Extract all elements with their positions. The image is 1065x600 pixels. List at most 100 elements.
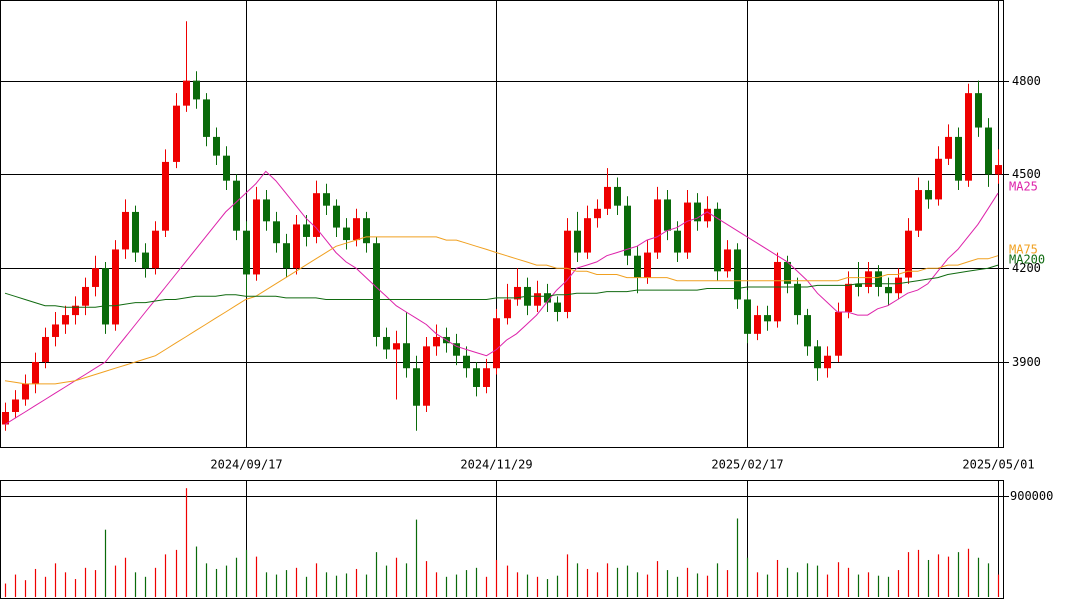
candle-body [965,93,972,181]
candle-body [824,355,831,369]
price-frame [0,0,1004,448]
y-tick-label: 4500 [1012,167,1041,181]
candle-body [363,218,370,244]
candle-body [52,324,59,337]
candle-body [62,315,69,325]
candle-body [704,208,711,222]
candle-body [985,127,992,175]
candle-body [875,271,882,287]
candle-body [253,199,260,275]
candle-body [624,205,631,256]
legend-label: MA200 [1009,253,1045,267]
y-tick-label: 4200 [1012,261,1041,275]
candle-body [574,230,581,253]
candle-body [684,202,691,253]
candle-body [72,305,79,316]
candle-body [594,208,601,219]
candle-body [12,399,19,412]
candle-body [423,346,430,406]
candle-body [865,271,872,287]
candle-body [203,99,210,137]
candle-body [313,193,320,237]
candle-body [42,336,49,362]
candle-body [102,268,109,325]
candle-body [915,190,922,231]
candle-body [835,311,842,356]
candle-body [895,277,902,294]
candle-body [694,202,701,222]
candle-body [303,224,310,237]
legend-label: MA75 [1009,243,1038,257]
candle-body [393,343,400,350]
candle-body [2,411,9,425]
candle-body [233,180,240,231]
candle-body [784,261,791,284]
x-tick-label: 2025/05/01 [962,458,1034,472]
candle-body [554,302,561,312]
candle-body [493,318,500,369]
candle-body [544,293,551,303]
y-tick-label: 3900 [1012,355,1041,369]
candle-body [112,249,119,325]
candle-body [193,80,200,100]
candle-body [283,243,290,269]
candle-body [223,155,230,181]
candle-body [604,186,611,209]
candle-body [333,205,340,228]
candle-body [162,161,169,231]
candle-body [955,136,962,181]
candle-body [152,230,159,269]
candle-body [654,199,661,253]
candle-body [82,286,89,306]
candle-body [975,93,982,128]
candle-body [995,165,1002,175]
candle-body [845,283,852,312]
candle-body [534,293,541,306]
candle-body [293,224,300,269]
candle-body [614,186,621,206]
candle-body [774,261,781,322]
candle-body [243,230,250,275]
candle-body [814,346,821,369]
candle-body [504,299,511,319]
legend-label: MA25 [1009,180,1038,194]
candle-body [32,361,39,384]
candle-body [674,230,681,253]
candle-body [413,368,420,406]
candle-body [855,283,862,287]
candle-body [905,230,912,278]
candle-body [734,249,741,300]
y-tick-label: 4800 [1012,74,1041,88]
candle-body [263,199,270,222]
candle-body [644,252,651,278]
volume-tick-label: 900000 [1010,489,1053,503]
candle-body [92,268,99,287]
candle-body [343,227,350,241]
candle-body [323,193,330,206]
candle-body [664,199,671,231]
candle-body [213,136,220,156]
candle-body [935,158,942,200]
candle-body [925,190,932,200]
candle-body [403,343,410,369]
x-tick-label: 2024/11/29 [460,458,532,472]
candle-body [273,221,280,244]
candle-body [373,243,380,337]
ma-line [4,170,999,425]
candle-body [22,383,29,400]
x-tick-label: 2025/02/17 [711,458,783,472]
candle-body [433,336,440,347]
candle-body [945,136,952,159]
candle-body [122,211,129,250]
x-tick-label: 2024/09/17 [210,458,282,472]
candle-body [754,315,761,334]
candle-body [383,336,390,350]
ma-line [4,236,999,385]
candle-body [714,208,721,272]
candle-body [453,343,460,356]
candle-body [564,230,571,312]
candle-body [183,80,190,106]
candle-body [744,299,751,334]
candle-body [634,255,641,278]
